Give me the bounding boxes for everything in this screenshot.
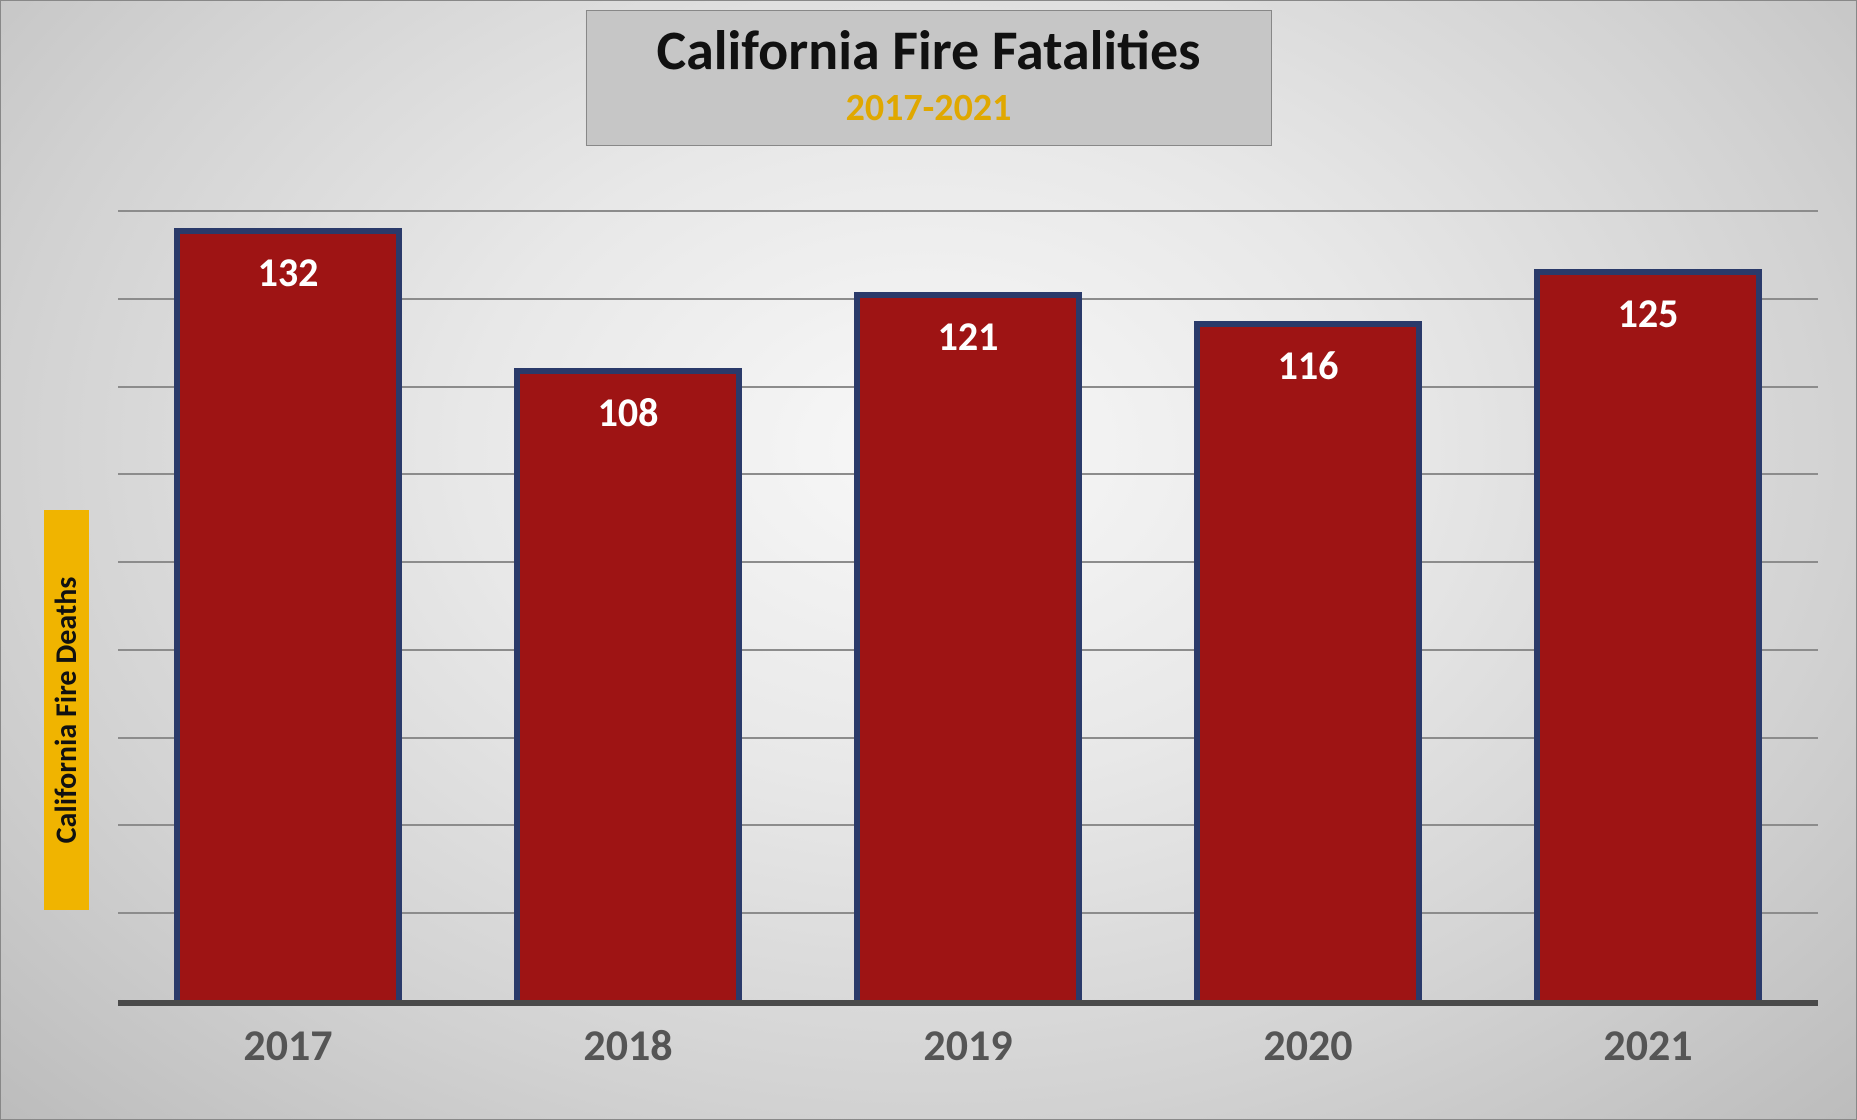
- x-axis-label-2018: 2018: [458, 1018, 798, 1072]
- bar-slot: 116: [1138, 210, 1478, 1000]
- chart-canvas: California Fire Fatalities 2017-2021 132…: [0, 0, 1857, 1120]
- y-axis-title-text: California Fire Deaths: [48, 577, 85, 844]
- bar-slot: 132: [118, 210, 458, 1000]
- bar-2020: 116: [1194, 321, 1422, 1000]
- bar-slot: 125: [1478, 210, 1818, 1000]
- x-axis-label-2021: 2021: [1478, 1018, 1818, 1072]
- bar-value-label: 108: [520, 388, 736, 437]
- y-axis-title: California Fire Deaths: [44, 510, 89, 910]
- x-axis-baseline: [118, 1000, 1818, 1006]
- bar-value-label: 116: [1200, 341, 1416, 390]
- chart-title-box: California Fire Fatalities 2017-2021: [585, 10, 1271, 146]
- bar-slot: 108: [458, 210, 798, 1000]
- chart-title: California Fire Fatalities: [656, 17, 1200, 85]
- bar-value-label: 125: [1540, 289, 1756, 338]
- bars-container: 132 108 121 116 125: [118, 210, 1818, 1000]
- x-axis-labels: 20172018201920202021: [118, 1018, 1818, 1072]
- bar-2019: 121: [854, 292, 1082, 1000]
- plot-area: 132 108 121 116 125: [118, 210, 1818, 1000]
- chart-subtitle: 2017-2021: [656, 85, 1200, 131]
- bar-2018: 108: [514, 368, 742, 1000]
- bar-2017: 132: [174, 228, 402, 1000]
- x-axis-label-2020: 2020: [1138, 1018, 1478, 1072]
- bar-value-label: 132: [180, 248, 396, 297]
- x-axis-label-2017: 2017: [118, 1018, 458, 1072]
- x-axis-label-2019: 2019: [798, 1018, 1138, 1072]
- bar-slot: 121: [798, 210, 1138, 1000]
- bar-value-label: 121: [860, 312, 1076, 361]
- bar-2021: 125: [1534, 269, 1762, 1000]
